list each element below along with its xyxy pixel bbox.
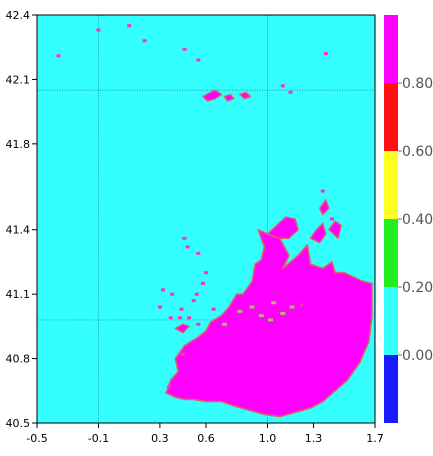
colorbar-label: 0.60 xyxy=(402,144,433,160)
colorbar-segment xyxy=(384,355,398,423)
data-point xyxy=(180,352,185,356)
y-tick-label: 41.1 xyxy=(6,288,31,301)
colorbar-segment xyxy=(384,15,398,83)
high-value-island xyxy=(319,198,330,216)
high-value-island xyxy=(174,323,190,334)
data-point xyxy=(299,303,304,307)
data-point xyxy=(168,316,173,320)
low-value-pocket xyxy=(268,318,274,322)
axes: -0.5 -0.1 0.3 0.6 1.0 1.3 1.7 42.4 42.1 41.8 41.4 4… xyxy=(6,9,384,445)
y-tick-label: 40.8 xyxy=(6,353,31,366)
data-point xyxy=(288,90,293,94)
high-value-island xyxy=(309,222,327,244)
high-value-island xyxy=(266,216,299,240)
x-tick-label: -0.1 xyxy=(88,432,109,445)
colorbar-label: 0.80 xyxy=(402,76,433,92)
data-point xyxy=(185,245,190,249)
y-tick-label: 42.4 xyxy=(6,9,31,22)
data-point xyxy=(194,292,199,296)
low-value-pocket xyxy=(237,309,243,313)
x-tick-label: 0.6 xyxy=(197,432,215,445)
colorbar-segment xyxy=(384,151,398,219)
low-value-pocket xyxy=(258,314,264,318)
x-tick-label: 0.3 xyxy=(151,432,169,445)
data-point xyxy=(204,271,208,275)
data-point xyxy=(127,24,132,28)
data-point xyxy=(323,52,328,56)
data-point xyxy=(191,299,196,303)
high-value-island xyxy=(202,89,223,102)
colorbar-segment xyxy=(384,83,398,151)
high-value-island xyxy=(239,91,252,100)
data-point xyxy=(157,305,162,309)
data-point xyxy=(200,281,205,285)
data-point xyxy=(196,251,201,255)
plot-area xyxy=(37,15,375,423)
x-tick-label: 1.7 xyxy=(366,432,384,445)
x-tick-label: 1.3 xyxy=(305,432,323,445)
low-value-pocket xyxy=(280,311,286,315)
low-value-pocket xyxy=(221,322,227,326)
data-point xyxy=(170,292,175,296)
colorbar-label: 0.20 xyxy=(402,280,433,296)
y-tick-label: 41.8 xyxy=(6,138,31,151)
data-point xyxy=(182,47,187,51)
data-point xyxy=(280,84,285,88)
x-tick-label: 1.0 xyxy=(259,432,277,445)
data-point xyxy=(96,28,101,32)
data-point xyxy=(56,54,61,58)
y-tick-label: 42.1 xyxy=(6,73,31,86)
data-point xyxy=(167,384,172,388)
colorbar-segment xyxy=(384,219,398,287)
data-point xyxy=(179,307,184,311)
colorbar-label: 0.40 xyxy=(402,212,433,228)
data-point xyxy=(329,217,334,221)
colorbar: 0.00 0.20 0.40 0.60 0.80 xyxy=(384,15,433,423)
data-point xyxy=(196,322,201,326)
x-tick-label: -0.5 xyxy=(26,432,47,445)
low-value-pocket xyxy=(289,305,295,309)
data-point xyxy=(177,316,182,320)
data-point xyxy=(320,189,325,193)
data-point xyxy=(187,316,192,320)
data-point xyxy=(160,288,165,292)
high-value-region xyxy=(165,228,373,418)
low-value-pocket xyxy=(249,305,255,309)
data-point xyxy=(196,58,201,62)
data-point xyxy=(211,307,216,311)
y-tick-label: 41.4 xyxy=(6,224,31,237)
colorbar-label: 0.00 xyxy=(402,348,433,364)
data-point xyxy=(142,39,147,43)
high-value-island xyxy=(223,93,235,102)
low-value-pocket xyxy=(271,301,277,305)
data-point xyxy=(182,236,187,240)
y-tick-label: 40.5 xyxy=(6,417,31,430)
colorbar-segment xyxy=(384,287,398,355)
high-value-island xyxy=(328,220,342,240)
